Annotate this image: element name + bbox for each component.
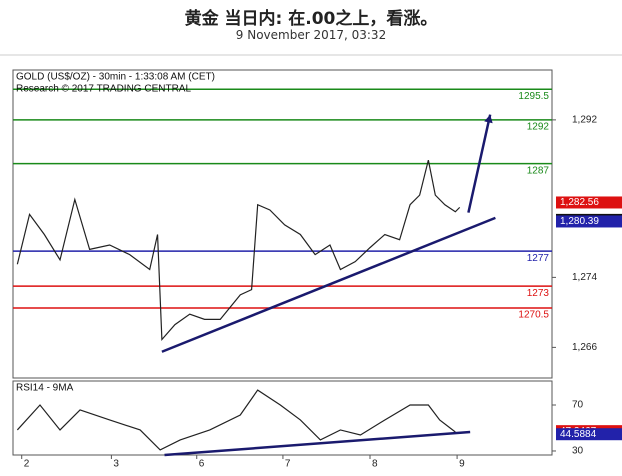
panel-title: RSI14 - 9MA xyxy=(16,383,74,394)
forecast-arrow xyxy=(467,114,492,213)
page-title: 黄金 当日内: 在.00之上，看涨。 xyxy=(184,9,438,29)
price-tag xyxy=(556,215,622,228)
level-label: 1273 xyxy=(527,288,550,299)
page-subtitle: 9 November 2017, 03:32 xyxy=(235,28,387,42)
x-tick-label: 2 xyxy=(24,459,30,470)
y-tick-label: 1,292 xyxy=(572,115,597,126)
y-tick-label: 30 xyxy=(572,446,584,457)
panel-title: GOLD (US$/OZ) - 30min - 1:33:08 AM (CET) xyxy=(16,72,215,83)
x-tick-label: 6 xyxy=(199,459,205,470)
level-label: 1287 xyxy=(527,165,550,176)
price-tag xyxy=(556,196,622,209)
panel xyxy=(12,380,553,456)
price-line xyxy=(16,159,461,342)
price-tag-label: 1,280.39 xyxy=(560,216,599,227)
price-tag-label: 44.5884 xyxy=(560,429,597,440)
y-tick-label: 1,266 xyxy=(572,342,597,353)
price-tag xyxy=(556,428,622,441)
trend-line xyxy=(164,430,471,457)
level-label: 1277 xyxy=(527,253,550,264)
panel xyxy=(12,69,553,379)
level-label: 1295.5 xyxy=(518,91,549,102)
level-label: 1270.5 xyxy=(518,310,549,321)
y-tick-label: 70 xyxy=(572,400,584,411)
panel-subtitle: Research © 2017 TRADING CENTRAL xyxy=(16,84,191,95)
trend-line xyxy=(161,216,496,353)
x-tick-label: 3 xyxy=(113,459,119,470)
arrow-head xyxy=(484,114,493,124)
price-line xyxy=(16,389,456,451)
level-label: 1292 xyxy=(527,122,550,133)
x-tick-label: 9 xyxy=(459,459,465,470)
y-tick-label: 1,274 xyxy=(572,272,597,283)
x-tick-label: 8 xyxy=(372,459,378,470)
x-tick-label: 7 xyxy=(285,459,291,470)
price-tag-label: 1,282.56 xyxy=(560,197,599,208)
